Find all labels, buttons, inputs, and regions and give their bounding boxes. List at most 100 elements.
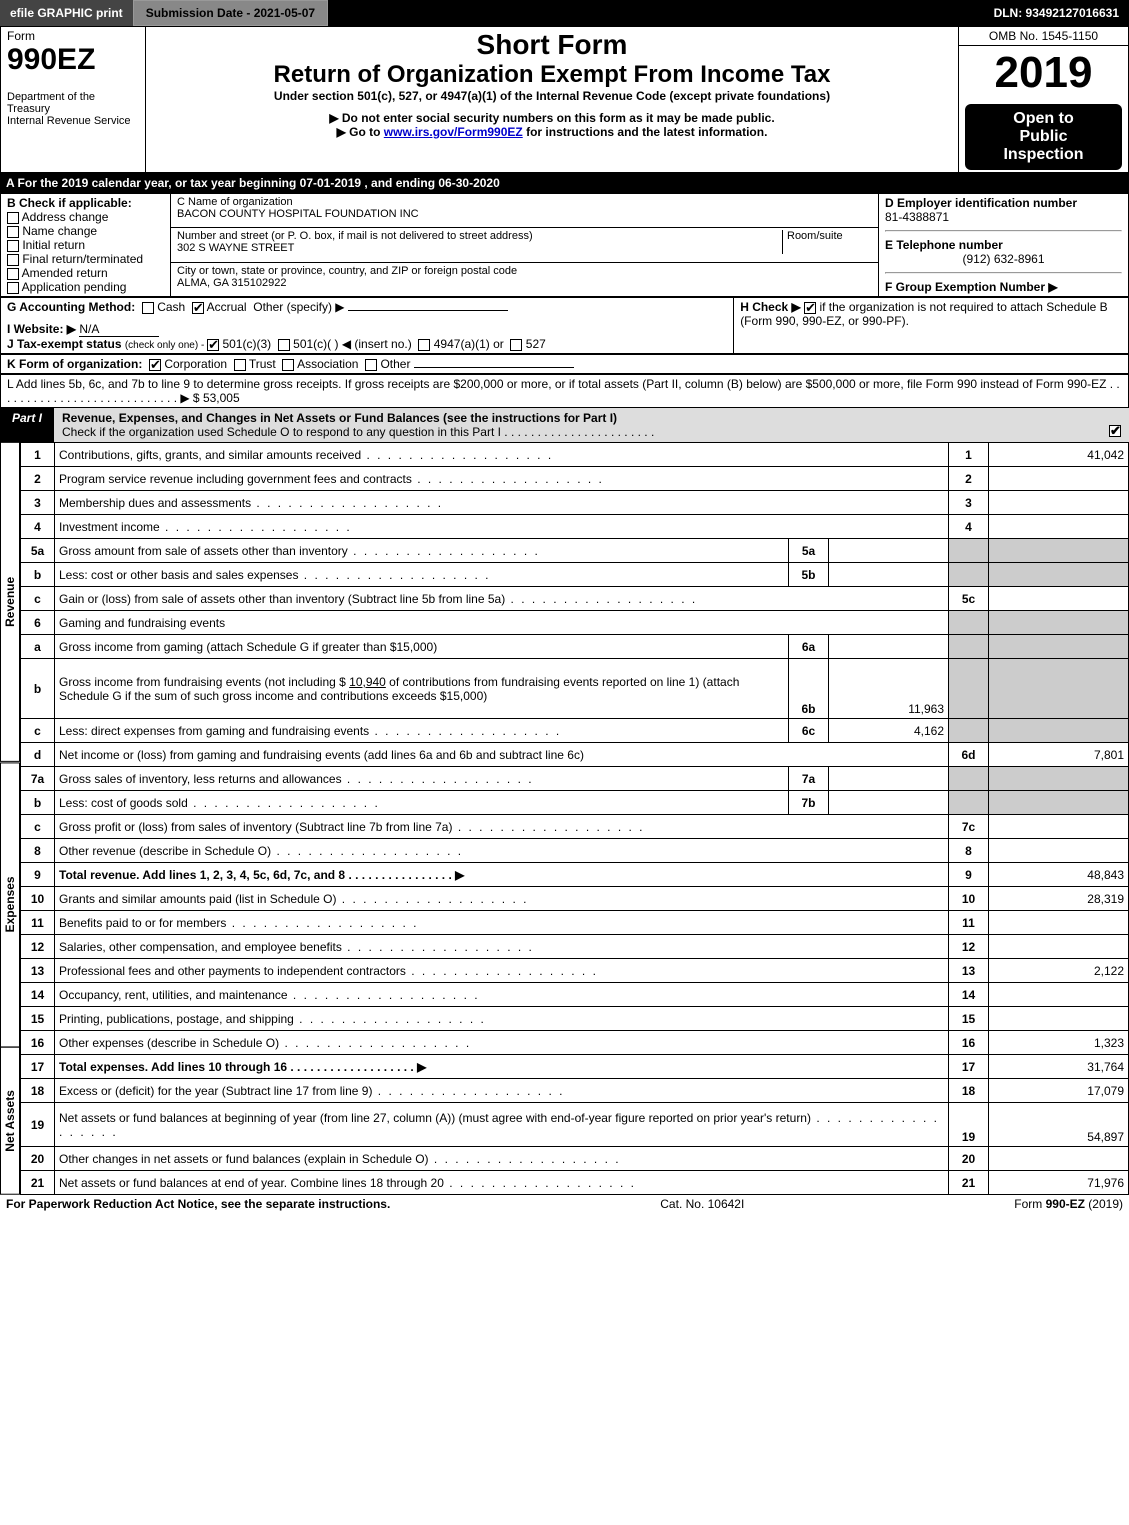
line-16-amount: 1,323: [989, 1031, 1129, 1055]
line-17-amount: 31,764: [989, 1055, 1129, 1079]
footer-cat-no: Cat. No. 10642I: [660, 1197, 744, 1211]
dept-treasury: Department of the Treasury: [7, 91, 139, 115]
check-501c[interactable]: [278, 339, 290, 351]
dln-label: DLN: 93492127016631: [984, 0, 1129, 26]
part-i-header: Part I Revenue, Expenses, and Changes in…: [0, 408, 1129, 442]
footer-right: Form 990-EZ (2019): [1014, 1197, 1123, 1211]
i-website-label: I Website: ▶: [7, 322, 76, 336]
expenses-side-label: Expenses: [0, 762, 20, 1047]
gross-receipts-amount: 53,005: [203, 391, 240, 405]
part-i-label: Part I: [0, 408, 54, 442]
under-section: Under section 501(c), 527, or 4947(a)(1)…: [152, 89, 952, 103]
row-a-tax-year: A For the 2019 calendar year, or tax yea…: [0, 173, 1129, 193]
goto-post: for instructions and the latest informat…: [523, 125, 768, 139]
line-6d: d Net income or (loss) from gaming and f…: [21, 743, 1129, 767]
line-10-amount: 28,319: [989, 887, 1129, 911]
check-association[interactable]: [282, 359, 294, 371]
check-527[interactable]: [510, 339, 522, 351]
ein-value: 81-4388871: [885, 210, 1122, 224]
line-17: 17 Total expenses. Add lines 10 through …: [21, 1055, 1129, 1079]
line-1-amount: 41,042: [989, 443, 1129, 467]
form-word: Form: [7, 29, 139, 43]
part-i-lines-table: 1 Contributions, gifts, grants, and simi…: [20, 442, 1129, 1195]
line-12: 12 Salaries, other compensation, and emp…: [21, 935, 1129, 959]
check-cash[interactable]: [142, 302, 154, 314]
line-15: 15 Printing, publications, postage, and …: [21, 1007, 1129, 1031]
line-10: 10 Grants and similar amounts paid (list…: [21, 887, 1129, 911]
line-1: 1 Contributions, gifts, grants, and simi…: [21, 443, 1129, 467]
line-14: 14 Occupancy, rent, utilities, and maint…: [21, 983, 1129, 1007]
box-b-header: B Check if applicable:: [7, 196, 164, 210]
line-7b: b Less: cost of goods sold 7b: [21, 791, 1129, 815]
e-phone-label: E Telephone number: [885, 238, 1122, 252]
check-amended-return[interactable]: Amended return: [7, 266, 164, 280]
city-value: ALMA, GA 315102922: [177, 277, 872, 289]
street-label: Number and street (or P. O. box, if mail…: [177, 230, 782, 242]
bcd-block: B Check if applicable: Address change Na…: [0, 193, 1129, 297]
line-6: 6 Gaming and fundraising events: [21, 611, 1129, 635]
footer-left: For Paperwork Reduction Act Notice, see …: [6, 1197, 390, 1211]
row-k: K Form of organization: Corporation Trus…: [1, 355, 1129, 374]
website-value: N/A: [79, 322, 159, 337]
check-other-org[interactable]: [365, 359, 377, 371]
row-l: L Add lines 5b, 6c, and 7b to line 9 to …: [1, 375, 1129, 408]
goto-line: ▶ Go to www.irs.gov/Form990EZ for instru…: [152, 125, 952, 139]
other-specify-input[interactable]: [348, 310, 508, 311]
g-label: G Accounting Method:: [7, 300, 135, 314]
line-16: 16 Other expenses (describe in Schedule …: [21, 1031, 1129, 1055]
line-20: 20 Other changes in net assets or fund b…: [21, 1147, 1129, 1171]
net-assets-side-label: Net Assets: [0, 1047, 20, 1195]
h-label: H Check ▶: [740, 300, 801, 314]
gh-row: G Accounting Method: Cash Accrual Other …: [0, 297, 1129, 354]
line-19: 19 Net assets or fund balances at beginn…: [21, 1103, 1129, 1147]
other-org-input[interactable]: [414, 367, 574, 368]
revenue-side-label: Revenue: [0, 442, 20, 762]
check-name-change[interactable]: Name change: [7, 224, 164, 238]
check-corporation[interactable]: [149, 359, 161, 371]
line-6b: b Gross income from fundraising events (…: [21, 659, 1129, 719]
short-form-title: Short Form: [152, 29, 952, 61]
room-suite-label: Room/suite: [787, 230, 872, 242]
tax-year: 2019: [965, 48, 1122, 98]
line-13-amount: 2,122: [989, 959, 1129, 983]
check-501c3[interactable]: [207, 339, 219, 351]
goto-pre: ▶ Go to: [337, 125, 384, 139]
line-5a: 5a Gross amount from sale of assets othe…: [21, 539, 1129, 563]
line-11: 11 Benefits paid to or for members 11: [21, 911, 1129, 935]
line-18-amount: 17,079: [989, 1079, 1129, 1103]
line-9: 9 Total revenue. Add lines 1, 2, 3, 4, 5…: [21, 863, 1129, 887]
line-9-amount: 48,843: [989, 863, 1129, 887]
check-4947[interactable]: [418, 339, 430, 351]
check-schedule-o-part1[interactable]: [1109, 425, 1121, 437]
line-6a: a Gross income from gaming (attach Sched…: [21, 635, 1129, 659]
line-18: 18 Excess or (deficit) for the year (Sub…: [21, 1079, 1129, 1103]
line-4: 4 Investment income 4: [21, 515, 1129, 539]
f-group-exemption: F Group Exemption Number ▶: [885, 280, 1122, 294]
check-address-change[interactable]: Address change: [7, 210, 164, 224]
check-trust[interactable]: [234, 359, 246, 371]
irs-label: Internal Revenue Service: [7, 115, 139, 127]
city-label: City or town, state or province, country…: [177, 265, 872, 277]
check-accrual[interactable]: [192, 302, 204, 314]
line-8: 8 Other revenue (describe in Schedule O)…: [21, 839, 1129, 863]
line-3: 3 Membership dues and assessments 3: [21, 491, 1129, 515]
submission-date-label: Submission Date - 2021-05-07: [133, 0, 328, 26]
check-initial-return[interactable]: Initial return: [7, 238, 164, 252]
street-value: 302 S WAYNE STREET: [177, 242, 782, 254]
line-5b: b Less: cost or other basis and sales ex…: [21, 563, 1129, 587]
line-7a: 7a Gross sales of inventory, less return…: [21, 767, 1129, 791]
check-schedule-b-not-required[interactable]: [804, 302, 816, 314]
efile-print-label[interactable]: efile GRAPHIC print: [0, 0, 133, 26]
form-header-table: Form 990EZ Department of the Treasury In…: [0, 26, 1129, 173]
check-application-pending[interactable]: Application pending: [7, 280, 164, 294]
open-line3: Inspection: [971, 146, 1116, 164]
check-final-return[interactable]: Final return/terminated: [7, 252, 164, 266]
line-6b-not-including: 10,940: [349, 675, 386, 689]
goto-link[interactable]: www.irs.gov/Form990EZ: [384, 125, 523, 139]
open-line1: Open to: [971, 110, 1116, 128]
line-2: 2 Program service revenue including gove…: [21, 467, 1129, 491]
line-6d-amount: 7,801: [989, 743, 1129, 767]
return-title: Return of Organization Exempt From Incom…: [152, 61, 952, 89]
line-6c: c Less: direct expenses from gaming and …: [21, 719, 1129, 743]
line-5c: c Gain or (loss) from sale of assets oth…: [21, 587, 1129, 611]
